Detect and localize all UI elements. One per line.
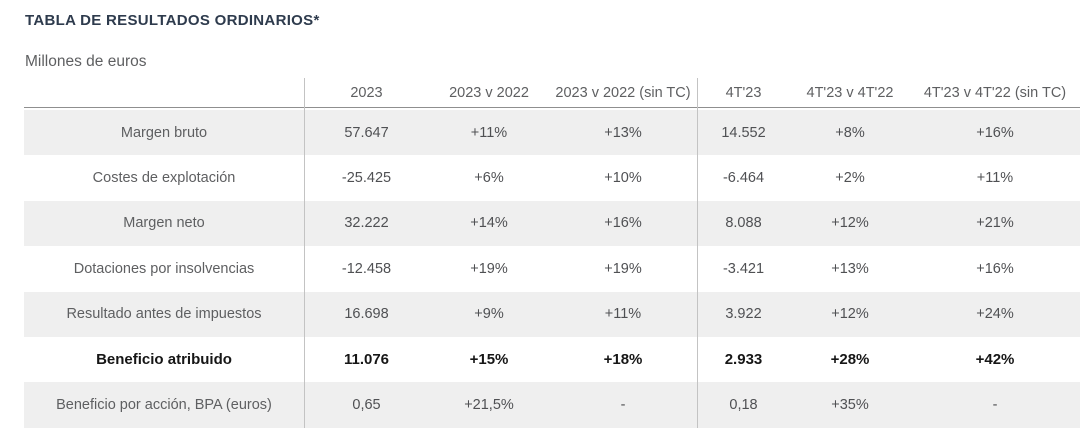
column-header: 4T'23 xyxy=(725,84,762,101)
cell: +19% xyxy=(604,260,642,277)
column-divider-left xyxy=(304,78,305,428)
cell: 11.076 xyxy=(343,351,390,369)
row-label: Margen bruto xyxy=(120,124,208,141)
table-row: Margen neto 32.222 +14% +16% 8.088 +12% … xyxy=(24,200,1080,247)
cell: +16% xyxy=(604,215,642,232)
cell: +10% xyxy=(604,170,642,187)
table-header-row: 2023 2023 v 2022 2023 v 2022 (sin TC) 4T… xyxy=(24,78,1080,108)
cell: +11% xyxy=(470,124,508,141)
results-table: 2023 2023 v 2022 2023 v 2022 (sin TC) 4T… xyxy=(24,78,1080,428)
column-header: 2023 v 2022 xyxy=(449,84,529,101)
row-label: Resultado antes de impuestos xyxy=(66,306,262,323)
cell: +18% xyxy=(603,351,643,369)
cell: +24% xyxy=(976,306,1014,323)
cell: 2.933 xyxy=(724,351,763,369)
cell: +42% xyxy=(975,351,1015,369)
table-row: Costes de explotación -25.425 +6% +10% -… xyxy=(24,155,1080,200)
cell: -12.458 xyxy=(341,260,392,277)
cell: 14.552 xyxy=(721,124,766,141)
cell: +2% xyxy=(835,170,865,187)
cell: +8% xyxy=(835,124,865,141)
page-title: TABLA DE RESULTADOS ORDINARIOS* xyxy=(25,12,320,29)
cell: 0,65 xyxy=(352,397,381,414)
cell: +16% xyxy=(976,124,1014,141)
cell: +12% xyxy=(831,215,869,232)
cell: 8.088 xyxy=(725,215,762,232)
cell: +21,5% xyxy=(464,397,514,414)
table-row: Dotaciones por insolvencias -12.458 +19%… xyxy=(24,246,1080,291)
row-label: Costes de explotación xyxy=(92,170,236,187)
cell: +6% xyxy=(474,170,504,187)
cell: -6.464 xyxy=(722,170,765,187)
cell: +35% xyxy=(831,397,869,414)
row-label: Beneficio por acción, BPA (euros) xyxy=(56,397,272,414)
cell: 3.922 xyxy=(725,306,762,323)
cell: +28% xyxy=(830,351,870,369)
row-label: Margen neto xyxy=(123,215,205,232)
column-header: 4T'23 v 4T'22 xyxy=(806,84,894,101)
table-body: Margen bruto 57.647 +11% +13% 14.552 +8%… xyxy=(24,110,1080,428)
row-label: Dotaciones por insolvencias xyxy=(73,260,255,277)
cell: -25.425 xyxy=(341,170,392,187)
cell: -3.421 xyxy=(722,260,765,277)
cell: +19% xyxy=(470,260,508,277)
cell: - xyxy=(620,397,626,414)
row-label: Beneficio atribuido xyxy=(96,351,232,369)
cell: +15% xyxy=(469,351,509,369)
column-header: 4T'23 v 4T'22 (sin TC) xyxy=(923,84,1067,101)
cell: +12% xyxy=(831,306,869,323)
cell: +14% xyxy=(470,215,508,232)
column-header: 2023 v 2022 (sin TC) xyxy=(555,84,691,101)
table-row-emphasis: Beneficio atribuido 11.076 +15% +18% 2.9… xyxy=(24,337,1080,382)
cell: +11% xyxy=(604,306,642,323)
cell: +21% xyxy=(976,215,1014,232)
units-label: Millones de euros xyxy=(25,53,147,70)
cell: +13% xyxy=(831,260,869,277)
cell: 16.698 xyxy=(344,306,389,323)
cell: 32.222 xyxy=(344,215,389,232)
column-header: 2023 xyxy=(350,84,383,101)
table-row: Resultado antes de impuestos 16.698 +9% … xyxy=(24,291,1080,337)
cell: +13% xyxy=(604,124,642,141)
table-row: Margen bruto 57.647 +11% +13% 14.552 +8%… xyxy=(24,110,1080,156)
cell: +9% xyxy=(474,306,504,323)
column-divider-right xyxy=(697,78,698,428)
cell: +16% xyxy=(976,260,1014,277)
table-row: Beneficio por acción, BPA (euros) 0,65 +… xyxy=(24,382,1080,428)
cell: - xyxy=(992,397,998,414)
cell: +11% xyxy=(976,170,1014,187)
cell: 0,18 xyxy=(729,397,758,414)
cell: 57.647 xyxy=(344,124,389,141)
